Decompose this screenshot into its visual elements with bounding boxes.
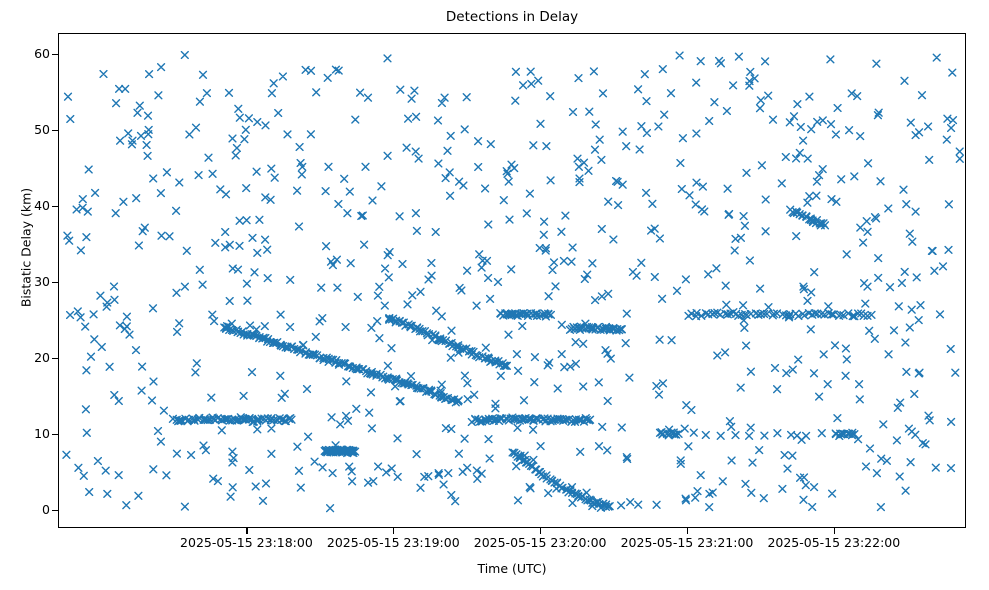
- x-tick-mark: [686, 528, 689, 534]
- y-tick-label: 20: [34, 349, 50, 365]
- y-tick-mark: [52, 282, 58, 284]
- y-tick-mark: [52, 509, 58, 511]
- y-axis-tick-labels: 0 10 20 30 40 50 60: [0, 33, 50, 528]
- chart-title: Detections in Delay: [445, 9, 579, 25]
- x-tick-mark: [246, 528, 248, 534]
- y-tick-label: 60: [34, 46, 50, 62]
- y-tick-mark: [52, 54, 58, 56]
- x-tick-mark: [833, 528, 835, 534]
- x-tick-label: 2025-05-15 23:21:00: [620, 535, 754, 550]
- y-tick-mark: [52, 206, 58, 208]
- x-tick-mark: [540, 528, 542, 534]
- y-tick-label: 50: [34, 122, 50, 138]
- scatter-points-layer: [62, 50, 964, 513]
- y-tick-label: 30: [34, 274, 50, 290]
- y-tick-label: 0: [42, 501, 50, 517]
- x-tick-mark: [393, 528, 395, 534]
- x-tick-label: 2025-05-15 23:19:00: [326, 535, 460, 550]
- x-tick-label: 2025-05-15 23:20:00: [473, 535, 607, 550]
- y-tick-mark: [52, 433, 58, 435]
- y-tick-label: 10: [34, 425, 50, 441]
- plot-area: [58, 33, 966, 528]
- scatter-marker-group: [62, 50, 964, 513]
- y-tick-label: 40: [34, 198, 50, 214]
- y-tick-mark: [52, 357, 58, 360]
- y-tick-mark: [52, 130, 58, 132]
- scatter-markers: [62, 50, 964, 513]
- x-axis-label: Time (UTC): [477, 561, 547, 576]
- x-tick-label: 2025-05-15 23:18:00: [180, 535, 313, 550]
- x-tick-label: 2025-05-15 23:22:00: [767, 535, 901, 550]
